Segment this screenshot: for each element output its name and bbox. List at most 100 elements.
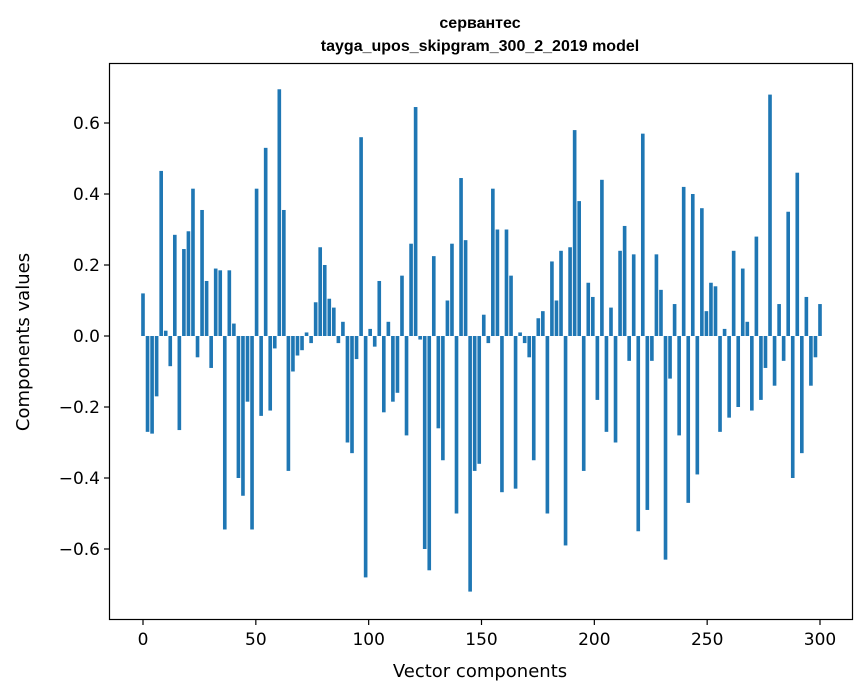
bar [622,225,627,336]
bar [686,336,691,503]
bar [345,336,350,443]
bar [541,311,545,336]
bar [427,336,432,571]
bar [463,240,468,336]
bar [154,336,159,397]
bar [177,336,182,431]
bar [400,275,404,336]
bar [291,336,295,372]
bar [318,247,323,336]
bar [627,336,631,361]
bar [531,336,536,461]
bar [772,336,777,386]
bar [450,243,454,336]
bar [363,336,368,578]
bar [227,270,232,336]
bar [572,130,577,336]
bar [250,336,254,530]
bar [381,336,386,413]
bar [309,336,313,344]
x-tick-label: 150 [465,630,497,650]
bar [245,336,250,402]
bar [504,229,509,336]
bar [191,188,195,336]
bar [695,336,700,475]
x-tick-label: 100 [352,630,384,650]
chart-title-line2: tayga_upos_skipgram_300_2_2019 model [321,38,639,55]
bar [218,270,223,336]
bar [745,321,750,336]
bar [522,336,527,344]
bar [491,188,495,336]
y-tick-label: −0.2 [59,398,100,418]
bar [813,336,818,358]
bar [172,234,177,336]
bar [145,336,150,432]
bar [241,336,245,496]
bar [740,268,745,336]
bar [477,336,482,464]
bar [500,336,504,493]
bar [159,170,163,336]
bar [781,336,786,361]
x-tick-label: 50 [245,630,267,650]
bar [350,336,354,454]
bar [332,307,336,336]
bar [681,186,686,336]
bar [386,321,391,336]
bar [236,336,241,478]
bar [754,236,759,336]
bar [631,254,636,336]
bar [668,336,672,379]
chart-title-line1: сервантес [439,15,520,32]
bar [327,298,332,336]
bar [554,300,559,336]
bar [609,307,613,336]
bar [790,336,795,478]
x-axis-label: Vector components [393,661,567,682]
x-tick-label: 0 [138,630,149,650]
bar [459,178,463,336]
x-tick-label: 200 [578,630,610,650]
bar [704,311,709,336]
bar [468,336,472,592]
bar [750,336,754,411]
bar [618,250,622,336]
bar [286,336,291,471]
bar [263,147,268,336]
y-tick-label: 0.4 [73,185,100,205]
y-tick-label: 0.6 [73,114,100,134]
bar [763,336,768,368]
bar [777,304,781,336]
bar [372,336,377,347]
bar [359,137,363,336]
y-axis-ticks: −0.6 −0.4 −0.2 0.0 0.2 0.4 0.6 [59,114,110,560]
bar [718,336,722,432]
bar [759,336,763,400]
x-tick-label: 300 [804,630,836,650]
bar [336,336,341,344]
bar [536,318,541,336]
bar [804,296,809,336]
bar [659,289,663,336]
bar [677,336,681,436]
bar [600,179,604,336]
bar [640,133,645,336]
bar [445,300,450,336]
bar [595,336,600,400]
bar [700,208,704,336]
x-axis-ticks: 0 50 100 150 200 250 300 [138,619,836,650]
bar [809,336,813,386]
bar [295,336,300,356]
bar [713,286,718,336]
bar [368,328,372,336]
bar [495,229,500,336]
bar [731,250,736,336]
bar [818,304,822,336]
bar [727,336,731,418]
bar [509,275,513,336]
y-tick-label: 0.0 [73,327,100,347]
bar [222,336,227,530]
bar [200,209,204,336]
